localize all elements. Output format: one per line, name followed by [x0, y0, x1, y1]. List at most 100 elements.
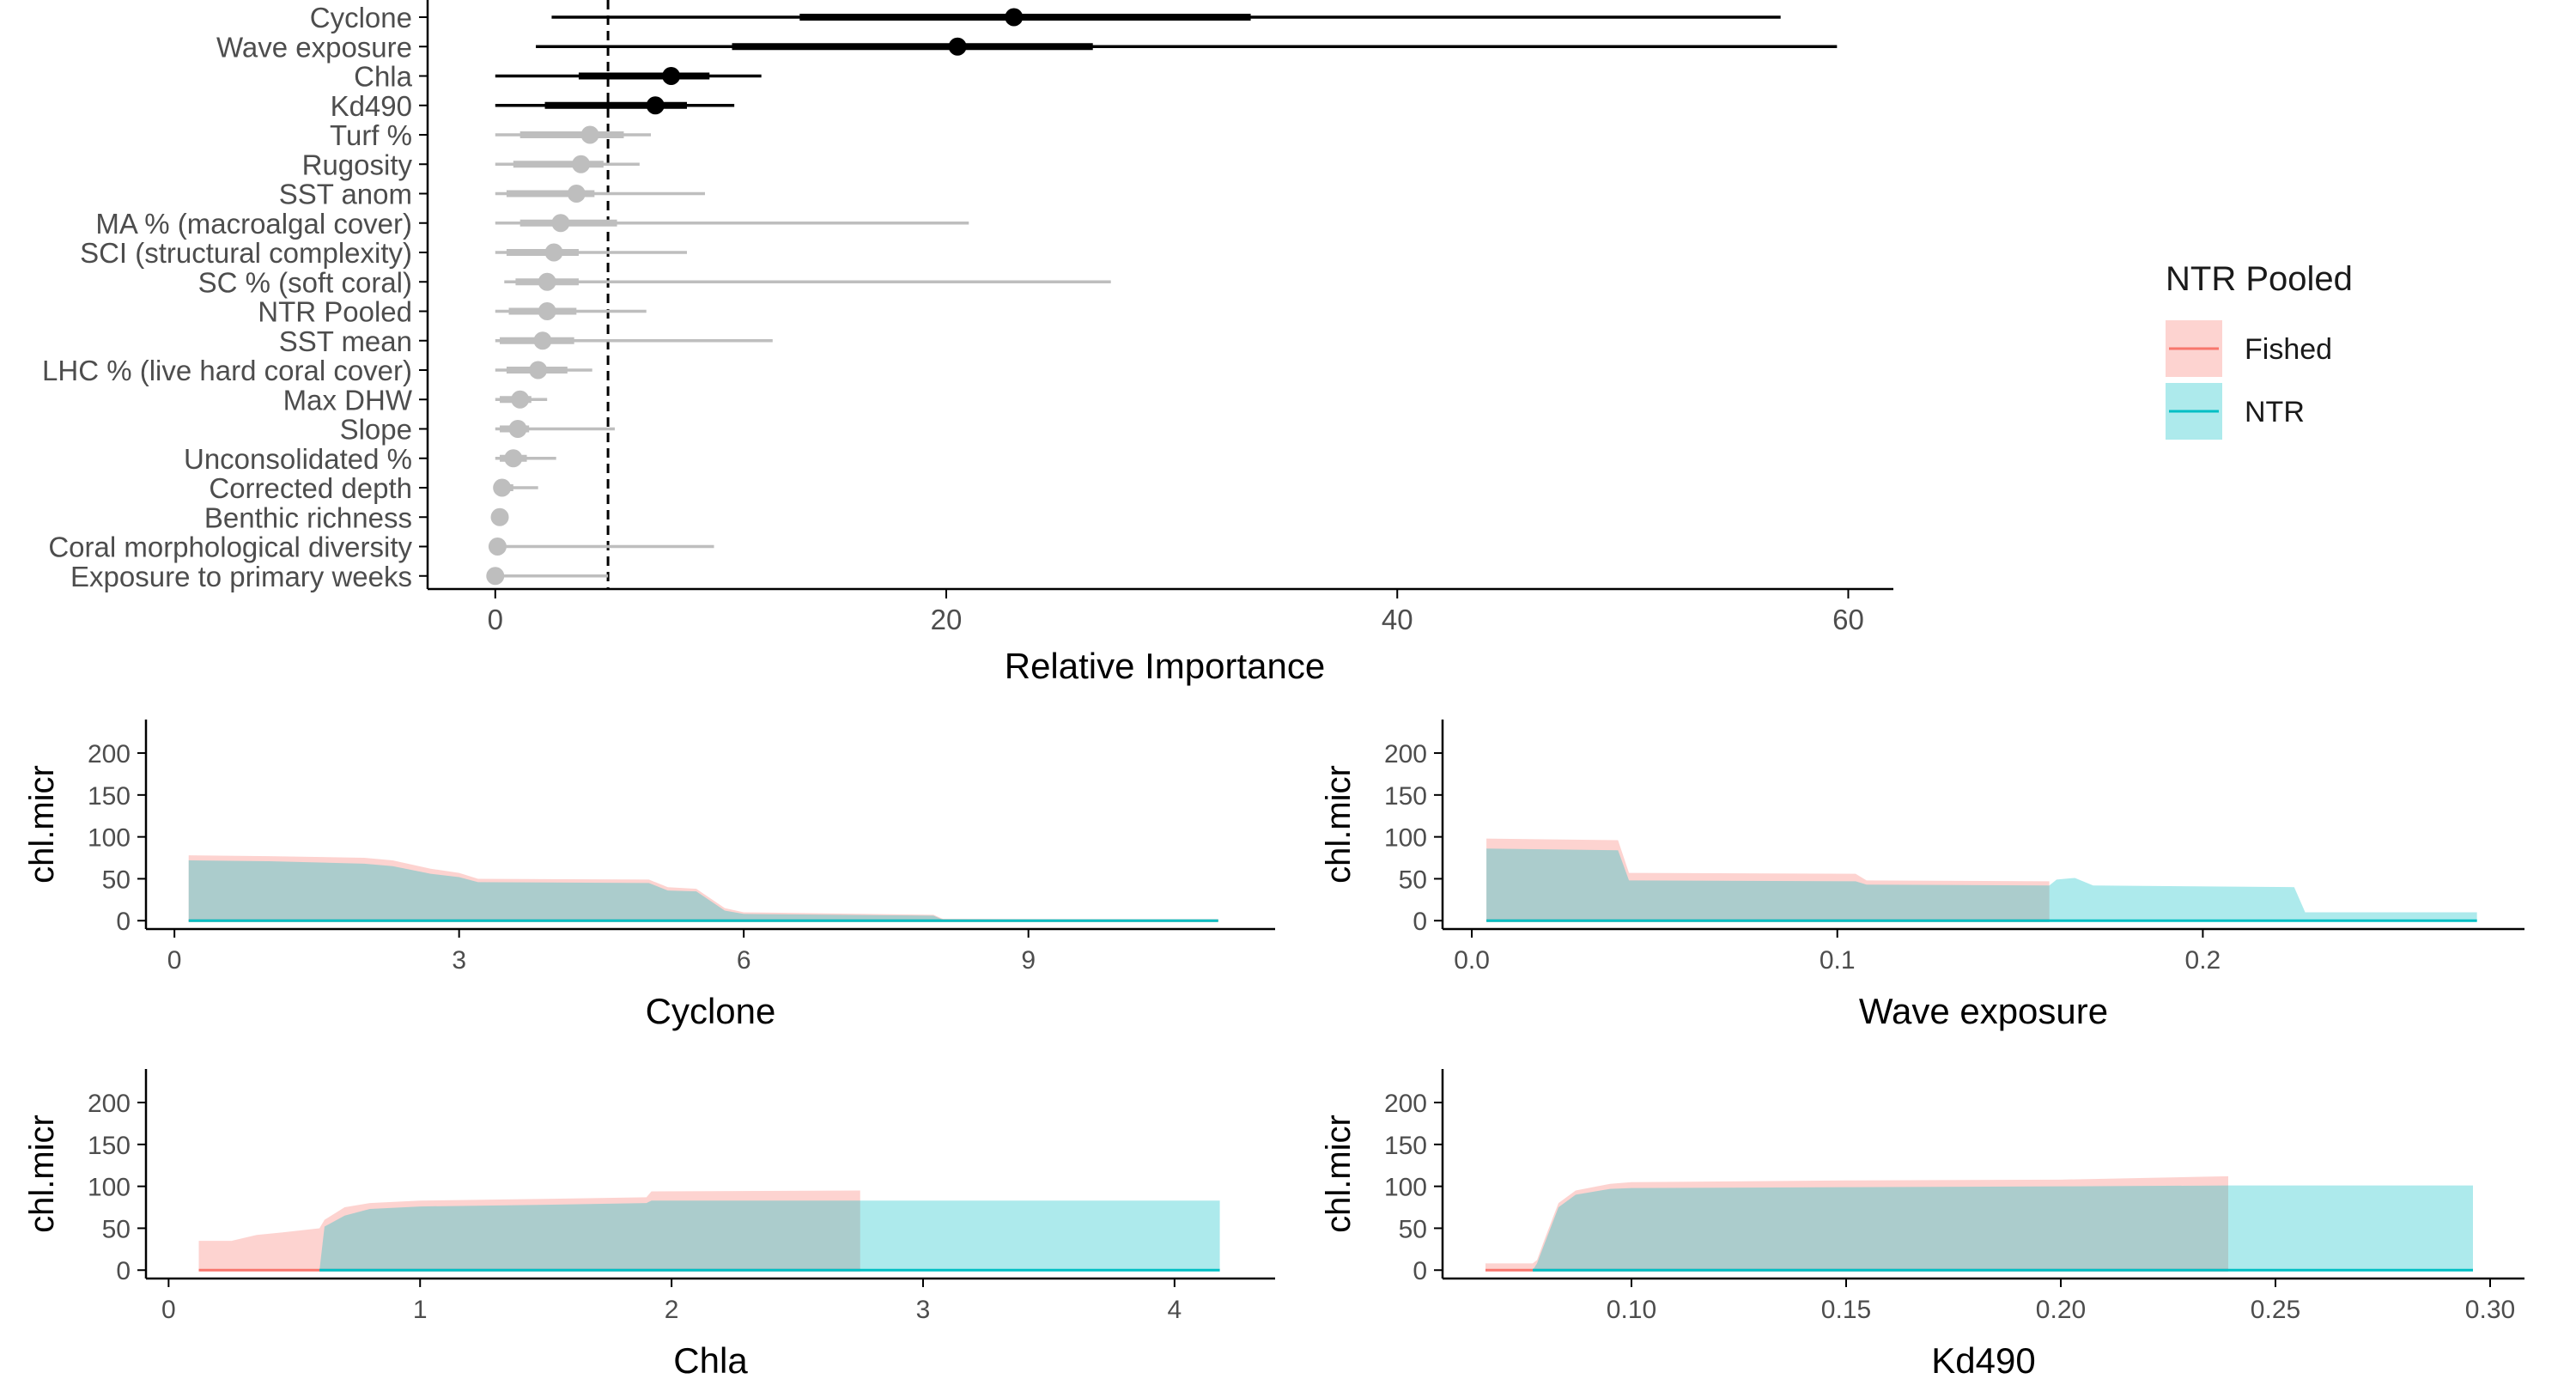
- y-tick-label-200-chla: 200: [88, 1090, 131, 1118]
- x-tick-label-40: 40: [1382, 604, 1413, 635]
- y-axis-title-kd490: chl.micr: [1320, 1115, 1358, 1233]
- median-point-chla: [662, 67, 681, 85]
- area-ntr-kd490: [1533, 1185, 2473, 1271]
- x-tick-label-3-chla: 3: [916, 1296, 931, 1324]
- y-tick-label-benthic-richness: Benthic richness: [204, 501, 412, 533]
- y-tick-label-chla: Chla: [354, 61, 413, 93]
- y-tick-label-150-cyclone: 150: [88, 782, 131, 811]
- y-tick-label-ntr-pooled: NTR Pooled: [258, 296, 412, 328]
- x-tick-label-0: 0: [488, 604, 503, 635]
- median-point-slope: [508, 420, 527, 438]
- median-point-wave-exposure: [948, 37, 967, 56]
- x-tick-label-0-wave-exposure: 0.0: [1454, 946, 1490, 975]
- median-point-sc-soft-coral: [538, 272, 556, 291]
- area-ntr-cyclone: [188, 860, 1218, 921]
- x-tick-label-3-kd490: 0.25: [2251, 1296, 2300, 1324]
- x-tick-label-0-kd490: 0.10: [1607, 1296, 1656, 1324]
- x-tick-label-60: 60: [1832, 604, 1864, 635]
- panel-chla: 0 50 100 150 200 0 1 2 3 4 Chla chl.micr: [23, 1069, 1275, 1381]
- area-ntr-wave-exposure: [1486, 848, 2477, 921]
- median-point-sst-mean: [533, 331, 552, 350]
- x-axis-title: Relative Importance: [1005, 646, 1326, 686]
- median-point-lhc-live-hard-coral-cover: [529, 361, 548, 380]
- y-tick-label-100-kd490: 100: [1384, 1174, 1427, 1202]
- y-tick-label-100-chla: 100: [88, 1174, 131, 1202]
- legend: NTR Pooled Fished NTR: [2166, 260, 2353, 440]
- y-tick-label-200-wave-exposure: 200: [1384, 740, 1427, 768]
- y-tick-label-50-kd490: 50: [1399, 1215, 1427, 1243]
- y-tick-label-0-cyclone: 0: [116, 908, 131, 936]
- x-tick-label-0-chla: 0: [161, 1296, 176, 1324]
- median-point-sci-structural-complexity: [544, 243, 563, 262]
- x-tick-label-3-cyclone: 9: [1021, 946, 1036, 975]
- y-tick-label-50-chla: 50: [102, 1215, 131, 1243]
- y-tick-label-50-wave-exposure: 50: [1399, 866, 1427, 894]
- y-tick-label-sci-structural-complexity: SCI (structural complexity): [80, 237, 412, 269]
- y-tick-label-wave-exposure: Wave exposure: [216, 31, 412, 63]
- x-axis-title-wave-exposure: Wave exposure: [1859, 991, 2108, 1031]
- y-tick-label-rugosity: Rugosity: [302, 149, 413, 180]
- median-point-rugosity: [572, 155, 591, 173]
- area-ntr-chla: [319, 1200, 1220, 1271]
- y-tick-label-200-kd490: 200: [1384, 1090, 1427, 1118]
- y-tick-label-0-chla: 0: [116, 1257, 131, 1285]
- x-tick-label-2-wave-exposure: 0.2: [2185, 946, 2221, 975]
- y-tick-label-corrected-depth: Corrected depth: [209, 472, 412, 504]
- area-fished-cyclone: [188, 855, 1218, 921]
- y-tick-label-slope: Slope: [340, 414, 412, 446]
- y-tick-label-kd490: Kd490: [331, 90, 412, 122]
- x-tick-label-2-kd490: 0.20: [2036, 1296, 2086, 1324]
- y-tick-label-200-cyclone: 200: [88, 740, 131, 768]
- x-axis-title-chla: Chla: [673, 1340, 748, 1381]
- panel-wave-exposure: 0 50 100 150 200 0.0 0.1 0.2 Wave exposure chl.mi…: [1320, 720, 2524, 1031]
- y-tick-label-50-cyclone: 50: [102, 866, 131, 894]
- area-fished-kd490: [1485, 1175, 2228, 1271]
- legend-label-ntr: NTR: [2245, 396, 2305, 428]
- median-point-kd490: [646, 96, 665, 115]
- x-tick-label-0-cyclone: 0: [167, 946, 182, 975]
- y-tick-label-100-cyclone: 100: [88, 824, 131, 853]
- y-tick-label-150-wave-exposure: 150: [1384, 782, 1427, 811]
- x-axis-title-kd490: Kd490: [1931, 1340, 2035, 1381]
- median-point-turf: [580, 125, 599, 144]
- y-tick-label-exposure-to-primary-weeks: Exposure to primary weeks: [70, 561, 412, 592]
- median-point-unconsolidated: [504, 449, 523, 468]
- y-tick-label-150-chla: 150: [88, 1132, 131, 1160]
- median-point-cyclone: [1005, 8, 1024, 27]
- median-point-benthic-richness: [490, 507, 509, 526]
- area-fished-wave-exposure: [1486, 838, 2050, 921]
- median-point-ma-macroalgal-cover: [551, 214, 570, 233]
- y-tick-label-sst-anom: SST anom: [279, 179, 412, 210]
- x-tick-label-4-chla: 4: [1168, 1296, 1182, 1324]
- x-tick-label-2-chla: 2: [665, 1296, 679, 1324]
- x-tick-label-2-cyclone: 6: [737, 946, 751, 975]
- median-point-sst-anom: [567, 185, 586, 203]
- median-point-coral-morphological-diversity: [488, 538, 507, 556]
- y-tick-label-100-wave-exposure: 100: [1384, 824, 1427, 853]
- y-tick-label-max-dhw: Max DHW: [283, 384, 413, 416]
- y-tick-label-0-kd490: 0: [1413, 1257, 1427, 1285]
- y-tick-label-turf: Turf %: [330, 119, 412, 151]
- panel-kd490: 0 50 100 150 200 0.10 0.15 0.20 0.25 0.30 Kd490 chl…: [1320, 1069, 2524, 1381]
- y-tick-label-unconsolidated: Unconsolidated %: [184, 443, 412, 475]
- legend-label-fished: Fished: [2245, 333, 2332, 366]
- y-tick-label-coral-morphological-diversity: Coral morphological diversity: [48, 531, 412, 563]
- y-axis-title-wave-exposure: chl.micr: [1320, 765, 1358, 884]
- y-tick-label-sst-mean: SST mean: [279, 325, 412, 357]
- y-tick-label-0-wave-exposure: 0: [1413, 908, 1427, 936]
- y-axis-title-cyclone: chl.micr: [23, 765, 61, 884]
- y-tick-label-lhc-live-hard-coral-cover: LHC % (live hard coral cover): [42, 355, 412, 386]
- x-tick-label-1-cyclone: 3: [452, 946, 466, 975]
- median-point-exposure-to-primary-weeks: [486, 567, 505, 586]
- y-axis-title-chla: chl.micr: [23, 1115, 61, 1233]
- x-tick-label-1-kd490: 0.15: [1821, 1296, 1871, 1324]
- median-point-corrected-depth: [493, 478, 512, 497]
- y-tick-label-ma-macroalgal-cover: MA % (macroalgal cover): [95, 208, 412, 240]
- x-axis-title-cyclone: Cyclone: [646, 991, 776, 1031]
- x-tick-label-4-kd490: 0.30: [2465, 1296, 2515, 1324]
- median-point-max-dhw: [511, 390, 530, 409]
- x-tick-label-1-wave-exposure: 0.1: [1820, 946, 1856, 975]
